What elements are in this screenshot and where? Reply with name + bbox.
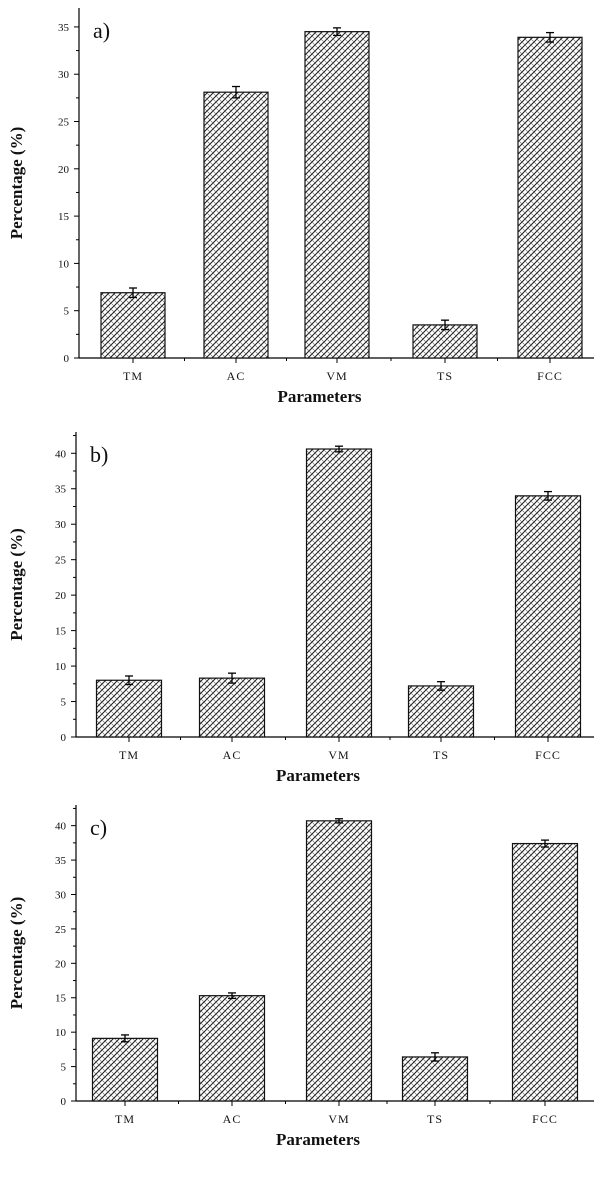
y-tick-label: 0 <box>61 732 67 744</box>
y-tick-label: 15 <box>55 993 67 1005</box>
y-tick-label: 30 <box>58 69 70 81</box>
y-axis-title: Percentage (%) <box>7 897 26 1010</box>
chart-panel-2: 0 5 10 15 20 25 30 35 40 TM AC VM TS FCC Parameters Per… <box>7 432 594 785</box>
y-tick-label: 20 <box>58 164 70 176</box>
y-tick-label: 20 <box>55 958 67 970</box>
y-tick-label: 10 <box>58 258 70 270</box>
x-tick-label: TS <box>437 369 453 383</box>
x-tick-label: TM <box>115 1112 135 1126</box>
x-tick-label: VM <box>326 369 347 383</box>
x-tick-label: AC <box>223 748 242 762</box>
bar-ac <box>203 91 269 359</box>
y-tick-label: 20 <box>55 590 67 602</box>
bar-fcc <box>511 842 579 1102</box>
y-tick-label: 30 <box>55 889 67 901</box>
panel-label: a) <box>93 18 110 43</box>
x-axis-title: Parameters <box>276 1130 360 1149</box>
y-tick-label: 40 <box>55 821 67 833</box>
bar-tm <box>95 679 163 738</box>
chart-panel-3: 0 5 10 15 20 25 30 35 40 TM AC VM TS FCC Parameters Per… <box>7 805 594 1149</box>
y-tick-label: 10 <box>55 661 67 673</box>
x-tick-label: VM <box>328 748 349 762</box>
bar-ts <box>401 1056 469 1102</box>
x-tick-label: AC <box>227 369 246 383</box>
bar-tm <box>100 292 166 359</box>
y-tick-label: 35 <box>55 855 67 867</box>
y-tick-label: 40 <box>55 448 67 460</box>
y-tick-label: 25 <box>55 924 67 936</box>
x-axis-title: Parameters <box>277 387 361 406</box>
y-tick-label: 10 <box>55 1027 67 1039</box>
bar-ts <box>407 685 475 738</box>
y-tick-label: 15 <box>55 626 67 638</box>
y-axis-title: Percentage (%) <box>7 127 26 240</box>
bar-vm <box>305 448 373 738</box>
y-tick-label: 15 <box>58 211 70 223</box>
x-tick-label: TM <box>123 369 143 383</box>
x-tick-label: AC <box>223 1112 242 1126</box>
y-tick-label: 25 <box>55 555 67 567</box>
bar-ts <box>412 324 478 359</box>
bar-ac <box>198 995 266 1102</box>
x-tick-label: TM <box>119 748 139 762</box>
x-tick-label: FCC <box>535 748 561 762</box>
y-tick-label: 0 <box>61 1096 67 1108</box>
x-tick-label: TS <box>427 1112 443 1126</box>
bar-fcc <box>517 36 583 359</box>
bar-tm <box>91 1037 159 1102</box>
panel-label: c) <box>90 815 107 840</box>
bar-ac <box>198 677 266 738</box>
y-tick-label: 30 <box>55 519 67 531</box>
y-tick-label: 0 <box>64 353 70 365</box>
bar-vm <box>304 31 370 359</box>
y-tick-label: 5 <box>64 306 70 318</box>
panel-label: b) <box>90 442 108 467</box>
y-axis-title: Percentage (%) <box>7 528 26 641</box>
chart-panels: 0 5 10 15 20 25 30 35 TM AC VM TS FCC Parameters Perce… <box>7 8 594 1149</box>
y-tick-label: 25 <box>58 117 70 129</box>
chart-panel-1: 0 5 10 15 20 25 30 35 TM AC VM TS FCC Parameters Perce… <box>7 8 594 406</box>
y-tick-label: 35 <box>55 484 67 496</box>
bar-vm <box>305 820 373 1102</box>
x-tick-label: FCC <box>532 1112 558 1126</box>
y-tick-label: 35 <box>58 22 70 34</box>
y-tick-label: 5 <box>61 697 67 709</box>
x-tick-label: TS <box>433 748 449 762</box>
x-tick-label: VM <box>328 1112 349 1126</box>
x-tick-label: FCC <box>537 369 563 383</box>
bar-fcc <box>514 495 582 738</box>
x-axis-title: Parameters <box>276 766 360 785</box>
y-tick-label: 5 <box>61 1062 67 1074</box>
